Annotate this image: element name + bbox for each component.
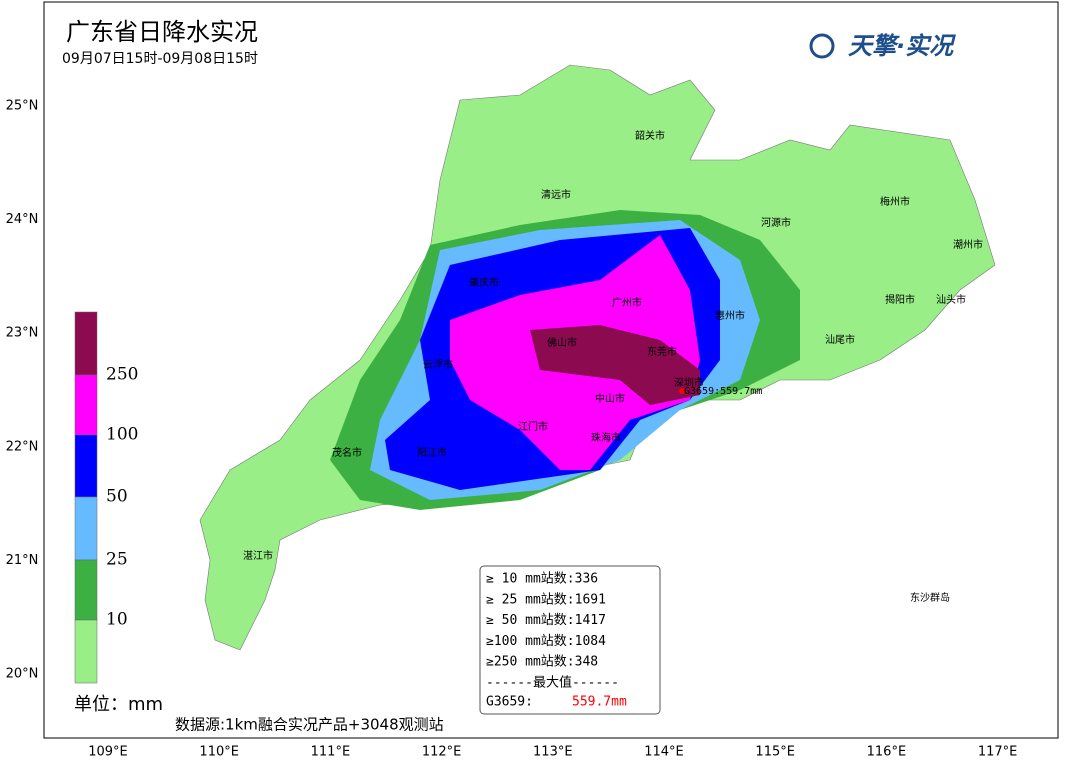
logo: 天擎·实况 [848,32,956,60]
legend-label: 250 [106,365,138,385]
legend-swatch [74,434,98,498]
stats-row: ≥ 50 mm站数:1417 [486,613,606,628]
lon-label: 117°E [978,745,1018,760]
legend-label: 100 [106,425,138,445]
source: 数据源:1km融合实况产品+3048观测站 [175,716,444,734]
max-station-dot [679,388,685,394]
city-label: 汕尾市 [825,333,855,346]
city-label: 广州市 [612,296,642,309]
city-label: 佛山市 [547,336,577,349]
city-label: 惠州市 [715,309,745,322]
legend-swatch [74,311,98,376]
title: 广东省日降水实况 [66,18,258,46]
max-value: 559.7mm [572,695,627,710]
city-label: 中山市 [595,392,625,405]
stats-row: ≥250 mm站数:348 [486,655,598,670]
lon-label: 109°E [88,745,128,760]
lat-label: 22°N [6,439,39,454]
city-label: 云浮市 [423,358,453,371]
max-station: G3659: [486,695,533,710]
lon-label: 114°E [644,745,684,760]
city-label: 韶关市 [635,129,665,142]
city-label: 揭阳市 [885,293,915,306]
stats: ≥ 10 mm站数:336 ≥ 25 mm站数:1691 ≥ 50 mm站数:141… [486,572,619,691]
city-label: 深圳市 [674,376,704,389]
stats-divider: ------最大值------ [486,675,619,691]
lon-label: 110°E [199,745,239,760]
city-label: 汕头市 [936,293,966,306]
stats-row: ≥ 10 mm站数:336 [486,572,598,587]
lon-labels: 109°E 110°E 111°E 112°E 113°E 114°E 115°E 116°E… [88,745,1017,760]
legend: 250 100 50 25 10 [74,311,138,684]
region-250 [530,325,700,405]
rain-map [199,64,996,651]
legend-label: 10 [106,610,128,630]
legend-swatch [74,496,98,561]
legend-swatch [74,374,98,436]
city-label: 茂名市 [332,446,362,459]
legend-swatch [74,619,98,684]
lat-label: 24°N [6,212,39,227]
city-label: 梅州市 [880,195,910,208]
city-label: 湛江市 [243,549,273,562]
lat-label: 23°N [6,326,39,341]
lon-label: 115°E [755,745,795,760]
lon-label: 116°E [867,745,907,760]
lat-label: 20°N [6,667,39,682]
subtitle: 09月07日15时-09月08日15时 [62,51,258,67]
lat-label: 25°N [6,99,39,114]
city-label: 潮州市 [953,238,983,251]
city-label: 东沙群岛 [910,591,950,604]
city-label: 珠海市 [591,431,621,444]
lon-label: 113°E [533,745,573,760]
legend-label: 25 [106,550,128,570]
lat-labels: 25°N 24°N 23°N 22°N 21°N 20°N [6,99,39,682]
lon-label: 111°E [311,745,351,760]
stats-row: ≥ 25 mm站数:1691 [486,592,606,607]
legend-label: 50 [106,487,128,507]
city-label: 清远市 [541,188,571,201]
stats-row: ≥100 mm站数:1084 [486,634,606,649]
city-label: 河源市 [761,216,791,229]
city-label: 东莞市 [647,345,677,358]
city-label: 江门市 [518,420,548,433]
unit: 单位：mm [74,694,163,715]
lon-label: 112°E [422,745,462,760]
station-marker: G3659:559.7mm [684,386,762,397]
logo-icon [809,33,835,59]
stats-box [479,565,661,715]
lat-label: 21°N [6,553,39,568]
city-label: 阳江市 [417,446,447,459]
city-label: 肇庆市 [469,276,499,289]
legend-swatch [74,559,98,621]
